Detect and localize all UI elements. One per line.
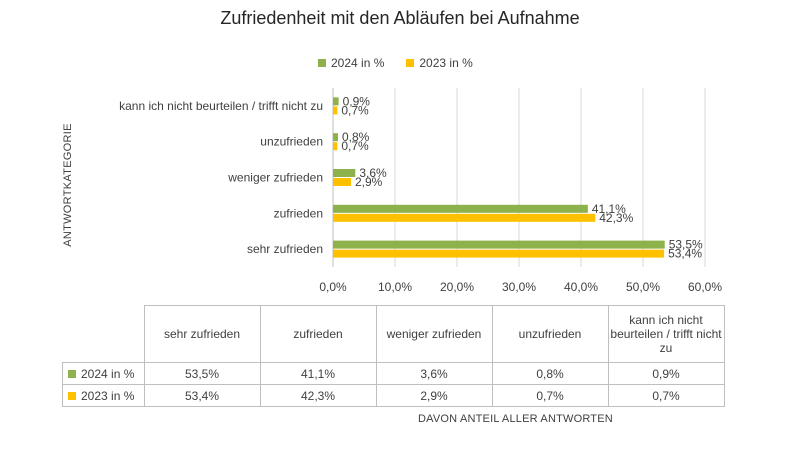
table-corner-cell: [62, 305, 145, 363]
table-swatch-2023: [68, 392, 76, 401]
data-label: 0,7%: [341, 139, 369, 153]
bar-2024: [333, 97, 339, 106]
table-series-name-2023: 2023 in %: [81, 388, 135, 403]
x-tick-label: 40,0%: [564, 280, 598, 294]
legend-entry-2024: 2024 in %: [318, 56, 384, 70]
x-tick-label: 20,0%: [440, 280, 474, 294]
table-swatch-2024: [68, 370, 76, 379]
table-series-name-2024: 2024 in %: [81, 366, 135, 381]
table-cell: 0,8%: [491, 362, 609, 385]
x-axis-title: DAVON ANTEIL ALLER ANTWORTEN: [418, 413, 613, 425]
data-label: 53,4%: [668, 247, 702, 261]
bar-2023: [333, 178, 351, 186]
table-cell: 53,4%: [143, 384, 261, 407]
y-category-label: zufrieden: [274, 206, 323, 220]
legend-swatch-2023: [406, 59, 415, 67]
legend-label-2024: 2024 in %: [331, 56, 385, 70]
data-label: 42,3%: [599, 211, 633, 225]
y-category-label: unzufrieden: [260, 135, 323, 149]
table-row-2023: 2023 in % 53,4% 42,3% 2,9% 0,7% 0,7%: [62, 384, 725, 407]
legend-entry-2023: 2023 in %: [406, 56, 473, 70]
chart-title: Zufriedenheit mit den Abläufen bei Aufna…: [220, 8, 580, 28]
legend-swatch-2024: [318, 59, 326, 67]
bar-2023: [333, 249, 665, 258]
table-series-label-2024: 2024 in %: [62, 362, 145, 385]
data-table: sehr zufrieden zufrieden weniger zufried…: [62, 305, 725, 407]
table-cell: 53,5%: [143, 362, 261, 385]
table-header-cell: unzufrieden: [491, 305, 609, 363]
table-cell: 2,9%: [375, 384, 493, 407]
data-label: 0,9%: [343, 94, 371, 108]
data-label: 3,6%: [359, 166, 387, 180]
table-cell: 0,9%: [607, 362, 725, 385]
table-cell: 41,1%: [259, 362, 377, 385]
bar-2024: [333, 169, 356, 177]
chart-plot: 0,0% 10,0% 20,0% 30,0% 40,0% 50,0% 60,0% sehr z…: [119, 88, 722, 294]
x-tick-label: 30,0%: [502, 280, 536, 294]
bar-2024: [333, 133, 338, 142]
legend: 2024 in % 2023 in %: [318, 56, 473, 70]
data-label: 0,8%: [342, 130, 370, 144]
y-category-label: kann ich nicht beurteilen / trifft nicht…: [119, 99, 323, 113]
bar-2023: [333, 142, 338, 151]
data-label: 53,5%: [669, 238, 703, 252]
y-axis-title: ANTWORTKATEGORIE: [62, 123, 74, 247]
table-header-cell: kann ich nicht beurteilen / trifft nicht…: [607, 305, 725, 363]
y-category-label: weniger zufrieden: [227, 171, 323, 185]
table-row-2024: 2024 in % 53,5% 41,1% 3,6% 0,8% 0,9%: [62, 362, 725, 385]
table-header-row: sehr zufrieden zufrieden weniger zufried…: [62, 305, 725, 363]
table-series-label-2023: 2023 in %: [62, 384, 145, 407]
table-header-cell: weniger zufrieden: [375, 305, 493, 363]
table-header-cell: zufrieden: [259, 305, 377, 363]
legend-label-2023: 2023 in %: [419, 56, 473, 70]
table-cell: 42,3%: [259, 384, 377, 407]
bar-2023: [333, 106, 338, 115]
data-label: 0,7%: [341, 103, 369, 117]
table-cell: 0,7%: [491, 384, 609, 407]
x-tick-label: 60,0%: [688, 280, 722, 294]
y-category-label: sehr zufrieden: [247, 242, 323, 256]
x-tick-label: 50,0%: [626, 280, 660, 294]
bar-2024: [333, 204, 588, 213]
x-tick-label: 0,0%: [319, 280, 347, 294]
table-cell: 3,6%: [375, 362, 493, 385]
bar-2024: [333, 240, 665, 249]
bar-2023: [333, 213, 596, 222]
table-cell: 0,7%: [607, 384, 725, 407]
data-label: 2,9%: [355, 175, 383, 189]
x-tick-label: 10,0%: [378, 280, 412, 294]
table-header-cell: sehr zufrieden: [143, 305, 261, 363]
data-label: 41,1%: [592, 202, 626, 216]
